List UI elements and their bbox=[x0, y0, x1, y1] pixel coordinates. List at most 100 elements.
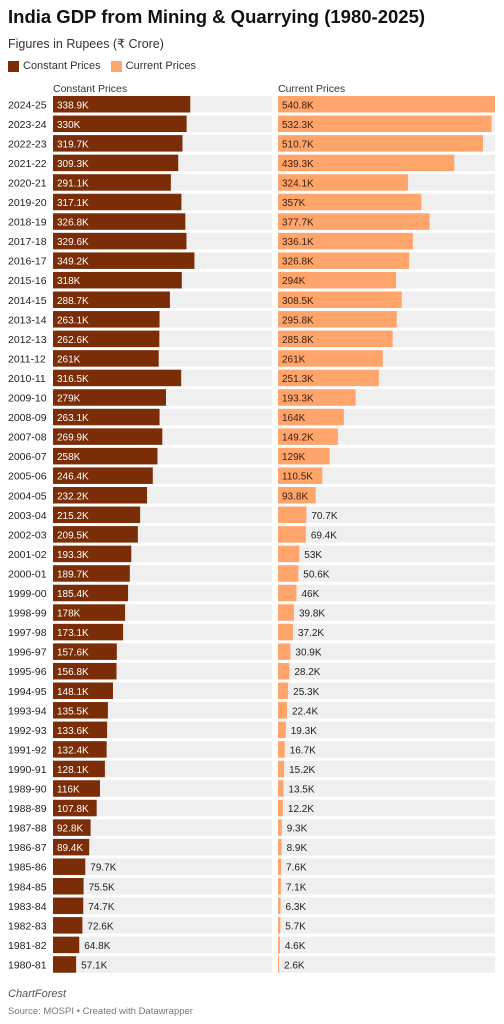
value-label-current: 295.8K bbox=[282, 315, 314, 326]
bar-current bbox=[278, 956, 280, 973]
value-label-current: 110.5K bbox=[282, 472, 313, 483]
value-label-current: 285.8K bbox=[282, 335, 314, 346]
value-label-constant: 64.8K bbox=[84, 941, 110, 952]
category-label: 2017-18 bbox=[8, 236, 47, 248]
category-label: 1994-95 bbox=[8, 686, 47, 698]
bar-current bbox=[278, 467, 323, 484]
bar-constant bbox=[53, 858, 86, 875]
row-bg-constant bbox=[53, 780, 272, 797]
value-label-current: 261K bbox=[282, 354, 306, 365]
bar-constant bbox=[53, 271, 182, 289]
bar-current bbox=[278, 389, 356, 406]
bar-constant bbox=[53, 408, 160, 426]
row-bg-current bbox=[278, 447, 495, 465]
value-label-constant: 349.2K bbox=[57, 257, 89, 268]
bar-current bbox=[278, 819, 282, 836]
value-label-constant: 209.5K bbox=[57, 530, 89, 541]
row-bg-current bbox=[278, 936, 495, 954]
value-label-current: 5.7K bbox=[285, 921, 306, 932]
value-label-constant: 319.7K bbox=[57, 139, 89, 150]
bar-constant bbox=[53, 213, 186, 230]
bar-constant bbox=[53, 956, 77, 973]
category-label: 2003-04 bbox=[8, 510, 47, 522]
bar-current bbox=[278, 565, 299, 582]
value-label-current: 93.8K bbox=[282, 491, 308, 502]
category-label: 1985-86 bbox=[8, 862, 47, 874]
bar-constant bbox=[53, 545, 132, 563]
row-bg-current bbox=[278, 741, 495, 758]
value-label-constant: 57.1K bbox=[81, 960, 107, 971]
category-label: 2024-25 bbox=[8, 99, 47, 111]
bar-constant bbox=[53, 721, 108, 739]
value-label-current: 7.1K bbox=[286, 882, 307, 893]
bar-constant bbox=[53, 741, 107, 758]
value-label-constant: 116K bbox=[57, 785, 80, 796]
bar-constant bbox=[53, 662, 117, 680]
category-label: 1993-94 bbox=[8, 705, 47, 717]
row-bg-current bbox=[278, 506, 495, 524]
value-label-current: 19.3K bbox=[291, 726, 317, 737]
bar-constant bbox=[53, 838, 90, 856]
value-label-constant: 107.8K bbox=[57, 804, 89, 815]
category-label: 2002-03 bbox=[8, 529, 47, 541]
bar-current bbox=[278, 760, 285, 778]
bar-constant bbox=[53, 96, 191, 113]
category-label: 2000-01 bbox=[8, 568, 47, 580]
row-bg-current bbox=[278, 799, 495, 817]
bar-current bbox=[278, 291, 402, 308]
legend-swatch-constant bbox=[8, 60, 19, 72]
value-label-constant: 193.3K bbox=[57, 550, 89, 561]
value-label-constant: 246.4K bbox=[57, 472, 89, 483]
row-bg-constant bbox=[53, 819, 272, 836]
category-label: 1981-82 bbox=[8, 940, 47, 952]
bar-constant bbox=[53, 799, 97, 817]
bar-current bbox=[278, 604, 294, 621]
value-label-constant: 128.1K bbox=[57, 765, 89, 776]
value-label-current: 9.3K bbox=[287, 824, 308, 835]
row-bg-current bbox=[278, 721, 495, 739]
bar-current bbox=[278, 115, 492, 133]
column-header-constant: Constant Prices bbox=[53, 83, 127, 95]
bar-current bbox=[278, 271, 396, 289]
category-label: 1995-96 bbox=[8, 666, 47, 678]
value-label-constant: 135.5K bbox=[57, 706, 89, 717]
value-label-current: 30.9K bbox=[295, 648, 321, 659]
row-bg-constant bbox=[53, 878, 272, 895]
bar-constant bbox=[53, 819, 91, 836]
value-label-current: 28.2K bbox=[294, 667, 320, 678]
row-bg-constant bbox=[53, 838, 272, 856]
value-label-constant: 329.6K bbox=[57, 237, 89, 248]
bar-constant bbox=[53, 115, 187, 133]
value-label-constant: 75.5K bbox=[89, 882, 115, 893]
category-label: 2010-11 bbox=[8, 373, 46, 385]
value-label-constant: 262.6K bbox=[57, 335, 89, 346]
chart-subtitle: Figures in Rupees (₹ Crore) bbox=[8, 37, 164, 51]
legend-item-constant: Constant Prices bbox=[8, 60, 101, 72]
value-label-current: 8.9K bbox=[287, 843, 308, 854]
bar-current bbox=[278, 917, 281, 934]
value-label-constant: 261K bbox=[57, 354, 81, 365]
value-label-current: 540.8K bbox=[282, 100, 314, 111]
value-label-current: 22.4K bbox=[292, 706, 318, 717]
category-label: 2023-24 bbox=[8, 119, 47, 131]
category-label: 2021-22 bbox=[8, 158, 47, 170]
bar-constant bbox=[53, 330, 160, 348]
bar-current bbox=[278, 252, 410, 269]
bar-current bbox=[278, 897, 281, 915]
row-bg-constant bbox=[53, 858, 272, 875]
bar-current bbox=[278, 741, 285, 758]
value-label-constant: 291.1K bbox=[57, 178, 89, 189]
category-label: 2005-06 bbox=[8, 471, 47, 483]
bar-constant bbox=[53, 487, 148, 504]
value-label-constant: 215.2K bbox=[57, 511, 89, 522]
row-bg-current bbox=[278, 643, 495, 660]
bar-current bbox=[278, 838, 282, 856]
row-bg-current bbox=[278, 780, 495, 797]
value-label-current: 324.1K bbox=[282, 178, 314, 189]
row-bg-current bbox=[278, 682, 495, 699]
row-bg-current bbox=[278, 584, 495, 602]
bar-current bbox=[278, 369, 379, 387]
category-label: 2001-02 bbox=[8, 549, 47, 561]
value-label-constant: 92.8K bbox=[57, 824, 83, 835]
value-label-current: 532.3K bbox=[282, 120, 314, 131]
